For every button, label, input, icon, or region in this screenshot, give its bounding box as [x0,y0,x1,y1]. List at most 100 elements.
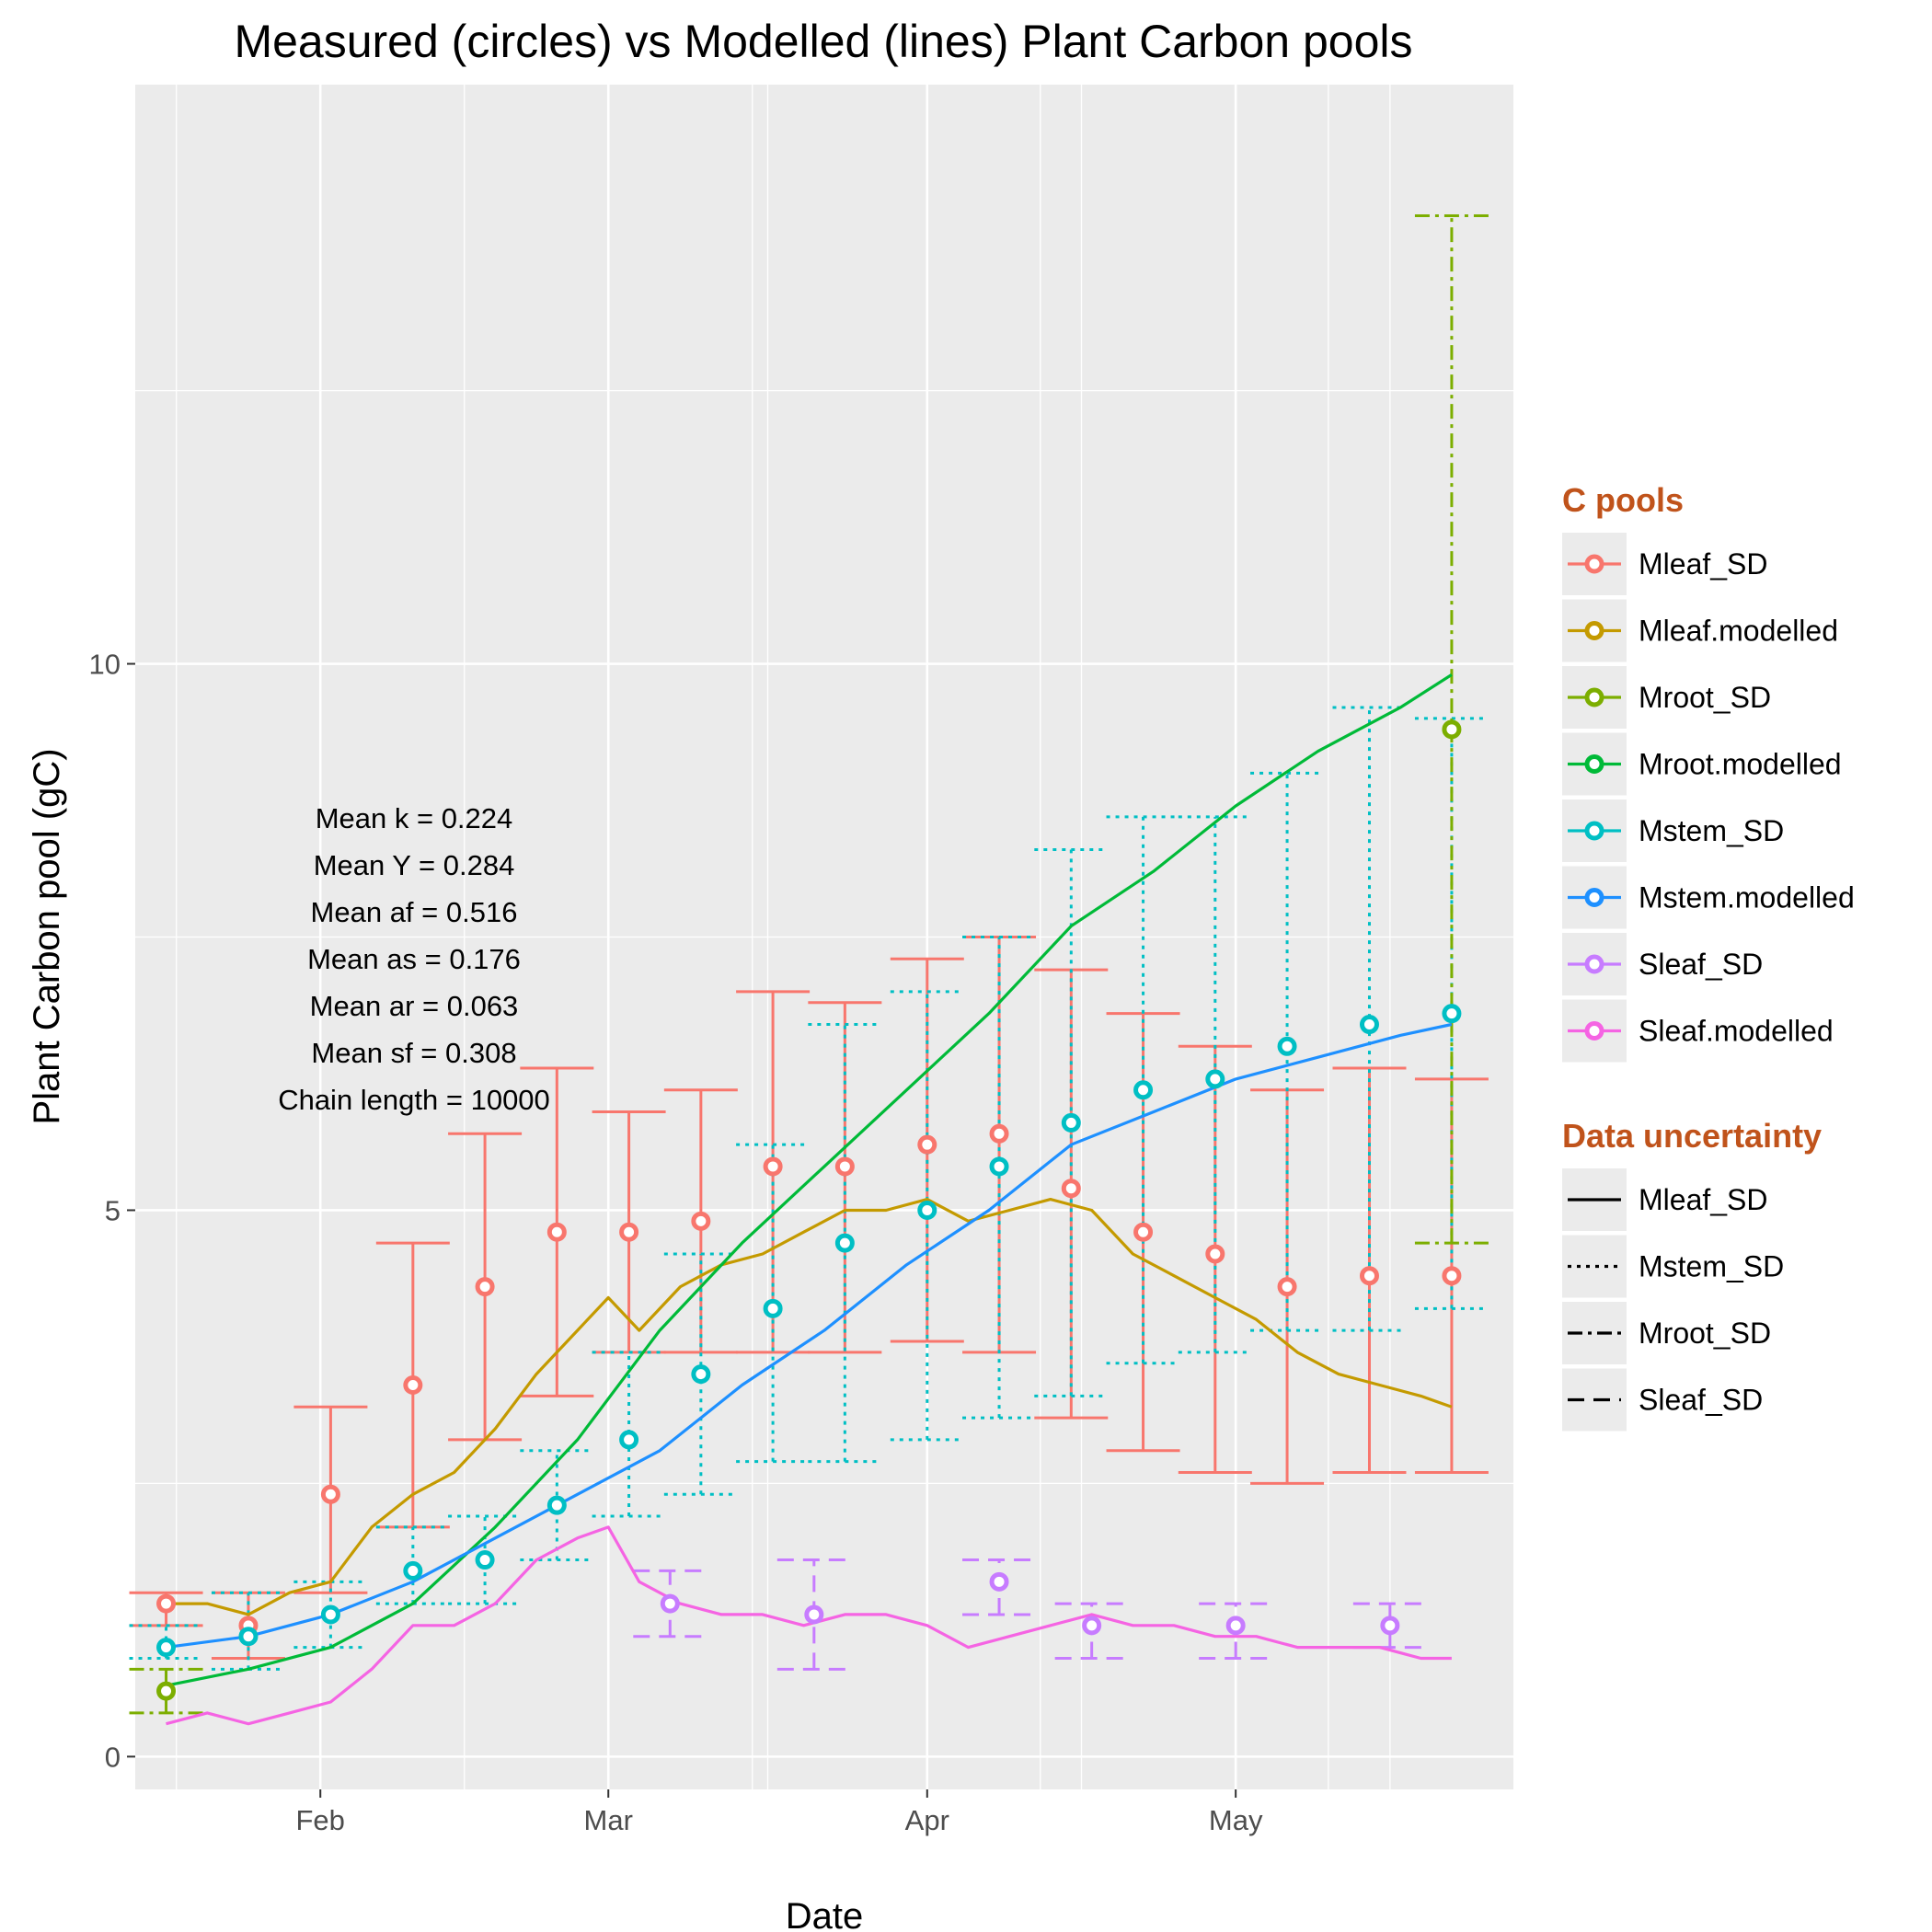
legend-label: Mleaf_SD [1639,1183,1768,1216]
x-tick-label: May [1209,1804,1263,1836]
point-mleaf-sd [320,1484,340,1504]
annotation-line: Mean k = 0.224 [316,802,513,834]
point-mleaf-sd [156,1593,177,1614]
model-lines [166,673,1453,1726]
point-mleaf-sd [1277,1277,1297,1297]
error-bar-mstem-sd [592,1351,666,1518]
point-mstem-sd [546,1495,567,1515]
legend-item-mroot-modelled: Mroot.modelled [1562,732,1842,796]
point-mleaf-sd [1205,1244,1225,1264]
legend-label: Mleaf_SD [1639,547,1768,581]
annotation-line: Chain length = 10000 [278,1084,550,1116]
legend-item-dash-mstem-sd: Mstem_SD [1562,1235,1784,1298]
grid-major [135,85,1513,1789]
point-mleaf-sd [1133,1222,1154,1242]
annotation-line: Mean ar = 0.063 [310,990,519,1022]
annotation-line: Mean sf = 0.308 [311,1037,516,1069]
legend-item-mleaf-sd: Mleaf_SD [1562,533,1768,595]
x-tick-label: Apr [905,1804,949,1836]
legend-key-point [1584,621,1604,640]
point-mleaf-sd [691,1211,711,1231]
error-bar-mstem-sd [1034,847,1109,1397]
legend-label: Mstem.modelled [1639,881,1855,914]
point-mleaf-sd [546,1222,567,1242]
legend-label: Sleaf_SD [1639,1384,1763,1417]
point-mleaf-sd [403,1375,423,1396]
error-bar-mstem-sd [520,1449,594,1562]
point-mstem-sd [403,1560,423,1581]
point-sleaf-sd [804,1604,824,1625]
line-mleaf-modelled [166,1198,1453,1616]
point-mstem-sd [320,1604,340,1625]
point-mstem-sd [1205,1069,1225,1089]
error-bar-mstem-sd [1332,706,1407,1332]
legend-label: Mstem_SD [1639,1250,1784,1283]
point-sleaf-sd [1082,1616,1102,1636]
x-axis: Feb Mar Apr May [296,1789,1263,1836]
point-mstem-sd [475,1550,495,1570]
point-mleaf-sd [834,1156,855,1177]
legend-title-c-pools: C pools [1562,481,1684,519]
error-bar-mstem-sd [962,936,1037,1420]
legend-item-dash-mroot-sd: Mroot_SD [1562,1302,1771,1364]
legend-label: Sleaf.modelled [1639,1015,1834,1048]
legend-key-point [1584,754,1604,774]
point-mroot-sd [156,1681,177,1701]
point-mstem-sd [763,1298,783,1318]
y-tick-label: 5 [105,1194,121,1226]
x-tick-label: Mar [584,1804,633,1836]
point-mroot-sd [1442,719,1462,740]
legend-key-point [1584,554,1604,574]
error-bar-mstem-sd [808,1023,882,1464]
point-mstem-sd [691,1364,711,1385]
point-mstem-sd [834,1233,855,1253]
point-mleaf-sd [619,1222,639,1242]
x-axis-label: Date [786,1896,864,1932]
point-mstem-sd [1442,1004,1462,1024]
legend-item-sleaf-sd: Sleaf_SD [1562,933,1763,995]
chart-title: Measured (circles) vs Modelled (lines) P… [234,16,1412,67]
legend-item-mleaf-modelled: Mleaf.modelled [1562,599,1838,662]
legend-label: Mroot_SD [1639,681,1771,714]
point-mleaf-sd [917,1134,937,1155]
legend-label: Sleaf_SD [1639,948,1763,981]
annotation-line: Mean af = 0.516 [311,896,518,928]
point-mleaf-sd [989,1123,1009,1144]
line-mstem-modelled [166,1022,1453,1650]
annotation-line: Mean as = 0.176 [307,943,521,975]
y-axis-label: Plant Carbon pool (gC) [27,748,67,1124]
legend-item-mroot-sd: Mroot_SD [1562,666,1771,729]
point-mstem-sd [1133,1080,1154,1100]
legend-item-sleaf-modelled: Sleaf.modelled [1562,999,1834,1063]
point-mstem-sd [1061,1112,1081,1133]
legend-key-point [1584,888,1604,907]
point-mleaf-sd [1442,1266,1462,1286]
legend-label: Mstem_SD [1639,814,1784,847]
point-sleaf-sd [660,1593,680,1614]
error-bar-mstem-sd [1106,815,1180,1365]
error-bar-mstem-sd [448,1514,523,1605]
point-sleaf-sd [1225,1616,1246,1636]
y-tick-label: 10 [89,649,121,681]
point-mstem-sd [619,1430,639,1450]
legend-item-dash-sleaf-sd: Sleaf_SD [1562,1368,1763,1432]
annotation-line: Mean Y = 0.284 [314,849,515,881]
error-bar-mstem-sd [129,1624,203,1660]
point-mstem-sd [917,1200,937,1220]
line-sleaf-modelled [166,1525,1452,1726]
legend-label: Mroot_SD [1639,1317,1771,1350]
point-mleaf-sd [475,1277,495,1297]
legend: C pools Mleaf_SD Mleaf.modelled Mroot_SD Mr… [1562,481,1855,1432]
y-tick-label: 0 [105,1741,121,1773]
legend-item-mstem-modelled: Mstem.modelled [1562,866,1855,929]
point-sleaf-sd [989,1571,1009,1592]
legend-key-point [1584,1021,1604,1041]
point-mstem-sd [238,1627,259,1647]
legend-key-point [1584,821,1604,841]
x-tick-label: Feb [296,1804,345,1836]
line-mroot-modelled [166,673,1453,1687]
legend-title-data-uncertainty: Data uncertainty [1562,1117,1822,1155]
point-sleaf-sd [1380,1616,1400,1636]
parameter-annotation: Mean k = 0.224 Mean Y = 0.284 Mean af = 0.… [278,802,550,1116]
